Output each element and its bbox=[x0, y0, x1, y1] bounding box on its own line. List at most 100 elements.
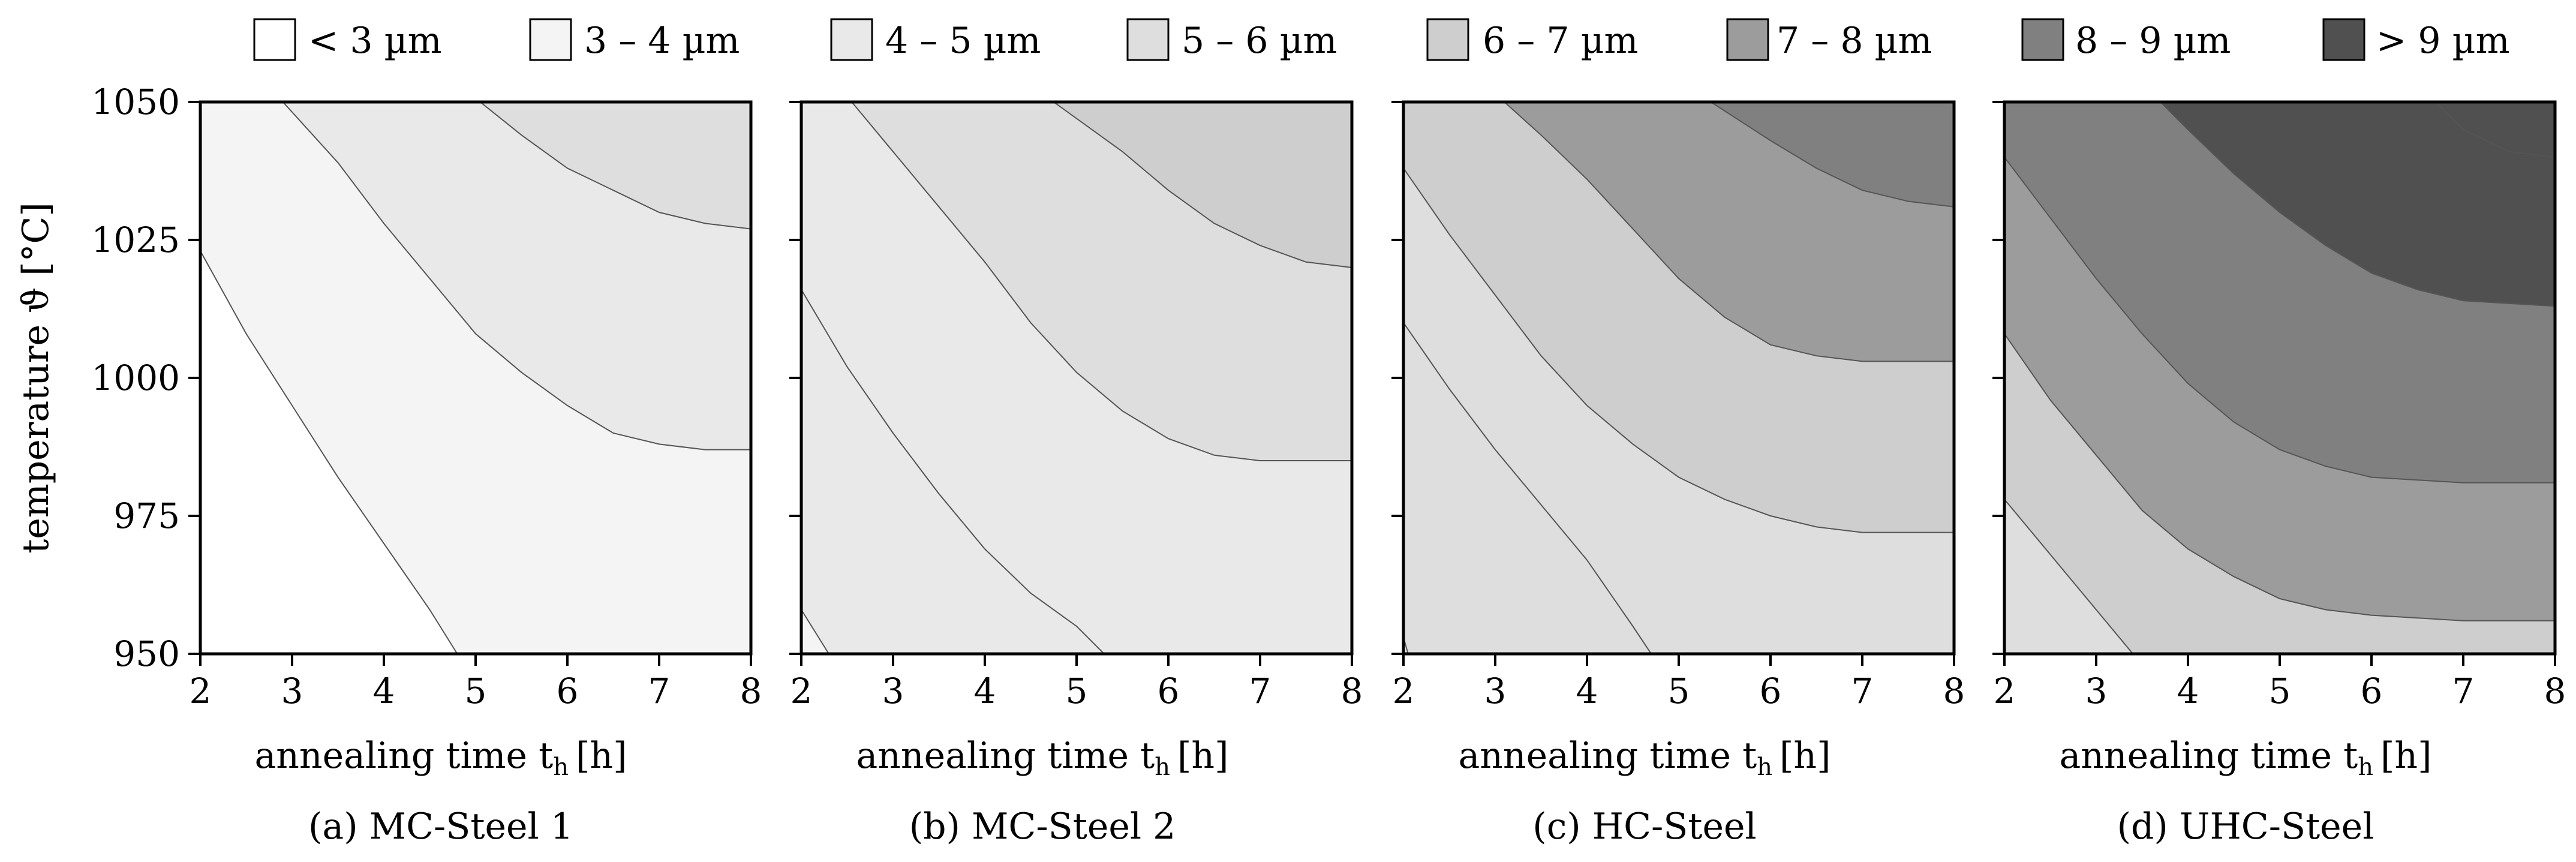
legend-swatch bbox=[529, 18, 572, 61]
legend-label: 3 – 4 µm bbox=[584, 20, 740, 62]
x-axis-label: annealing time th [h] bbox=[2060, 735, 2432, 781]
plot-area: 2 3 4 5 6 7 8 bbox=[789, 100, 1363, 711]
x-tick-label: 6 bbox=[1760, 671, 1782, 711]
legend-entry: 5 – 6 µm bbox=[1126, 18, 1337, 62]
legend-label: 5 – 6 µm bbox=[1182, 20, 1337, 62]
plot-area: 2 3 4 5 6 7 8 bbox=[1992, 100, 2566, 711]
contour-region bbox=[2160, 102, 2555, 307]
panel-caption: (d) UHC-Steel bbox=[2117, 806, 2374, 848]
legend-label: 6 – 7 µm bbox=[1483, 20, 1638, 62]
contour-fills bbox=[801, 102, 1352, 654]
x-tick-label: 4 bbox=[1576, 671, 1598, 711]
legend-entry: 4 – 5 µm bbox=[830, 18, 1041, 62]
panel-c: 2 3 4 5 6 7 8 annealing time th [h] (c) HC-Stee… bbox=[1391, 100, 1965, 848]
contour-lines bbox=[2004, 102, 2555, 654]
legend-entry: 8 – 9 µm bbox=[2021, 18, 2231, 62]
x-tick-label: 8 bbox=[2544, 671, 2566, 711]
x-tick-label: 4 bbox=[2177, 671, 2199, 711]
legend-entry: > 9 µm bbox=[2322, 18, 2509, 62]
x-tick-label: 6 bbox=[1158, 671, 1180, 711]
plot-area: 2 3 4 5 6 7 8 950 975 1000 1025 1050 bbox=[91, 82, 762, 711]
y-tick-label: 1025 bbox=[91, 220, 180, 260]
x-axis-label: annealing time th [h] bbox=[856, 735, 1229, 781]
contour-line bbox=[200, 250, 458, 654]
x-tick-label: 5 bbox=[2269, 671, 2291, 711]
panel-b: 2 3 4 5 6 7 8 annealing time th [h] (b) MC-Stee… bbox=[789, 100, 1363, 848]
panel-caption: (c) HC-Steel bbox=[1532, 806, 1756, 848]
contour-lines bbox=[200, 102, 751, 654]
panel-caption: (a) MC-Steel 1 bbox=[308, 806, 573, 848]
x-tick-label: 7 bbox=[648, 671, 671, 711]
legend-swatch bbox=[1126, 18, 1170, 61]
contour-fills bbox=[2004, 102, 2555, 654]
panel-d: 2 3 4 5 6 7 8 annealing time th [h] (d) UHC-Ste… bbox=[1992, 100, 2566, 848]
contour-line bbox=[479, 102, 751, 230]
contour-line bbox=[2160, 102, 2555, 307]
contour-line bbox=[1403, 167, 1954, 533]
y-tick-label: 1000 bbox=[91, 358, 180, 398]
plot-area: 2 3 4 5 6 7 8 bbox=[1391, 100, 1965, 711]
contour-region bbox=[1711, 102, 1954, 207]
panel-a: 2 3 4 5 6 7 8 950 975 1000 1025 1050 annealing time… bbox=[91, 82, 762, 848]
y-tick-label: 950 bbox=[113, 633, 180, 674]
contour-line bbox=[1711, 102, 1954, 208]
contour-line bbox=[282, 102, 751, 450]
x-tick-label: 2 bbox=[1393, 671, 1415, 711]
y-tick-label: 1050 bbox=[91, 82, 180, 122]
x-tick-label: 7 bbox=[1851, 671, 1874, 711]
x-tick-label: 8 bbox=[1943, 671, 1965, 711]
contour-line bbox=[2004, 498, 2133, 654]
legend-swatch bbox=[1726, 18, 1769, 61]
contour-line bbox=[2435, 102, 2555, 158]
x-tick-label: 2 bbox=[1994, 671, 2016, 711]
contour-line bbox=[2004, 157, 2555, 483]
legend-label: 7 – 8 µm bbox=[1777, 20, 1932, 62]
x-tick-label: 7 bbox=[1249, 671, 1272, 711]
contour-lines bbox=[1403, 102, 1954, 654]
legend-label: < 3 µm bbox=[308, 20, 441, 62]
legend-label: > 9 µm bbox=[2376, 20, 2509, 62]
contour-fills bbox=[1403, 102, 1954, 654]
legend-label: 8 – 9 µm bbox=[2075, 20, 2231, 62]
x-axis-label: annealing time th [h] bbox=[1459, 735, 1831, 781]
contour-fills bbox=[200, 102, 751, 654]
x-tick-label: 6 bbox=[557, 671, 579, 711]
x-tick-label: 3 bbox=[2085, 671, 2108, 711]
y-tick-label: 975 bbox=[113, 495, 180, 536]
x-tick-label: 7 bbox=[2452, 671, 2475, 711]
contour-line bbox=[851, 102, 1352, 461]
x-tick-label: 3 bbox=[281, 671, 303, 711]
panel-caption: (b) MC-Steel 2 bbox=[909, 806, 1176, 848]
x-axis-label: annealing time th [h] bbox=[255, 735, 627, 781]
x-tick-label: 6 bbox=[2361, 671, 2383, 711]
contour-region bbox=[2436, 102, 2555, 157]
legend-entry: 6 – 7 µm bbox=[1426, 18, 1638, 62]
x-tick-label: 2 bbox=[190, 671, 212, 711]
legend-swatch bbox=[253, 18, 296, 61]
y-axis-label: temperature ϑ [°C] bbox=[15, 202, 57, 554]
x-tick-label: 5 bbox=[1668, 671, 1690, 711]
x-tick-label: 5 bbox=[1066, 671, 1088, 711]
legend: < 3 µm 3 – 4 µm 4 – 5 µm 5 – 6 µm 6 – 7 … bbox=[253, 18, 2509, 62]
legend-swatch bbox=[2322, 18, 2365, 61]
x-tick-label: 4 bbox=[974, 671, 996, 711]
legend-entry: < 3 µm bbox=[253, 18, 441, 62]
legend-swatch bbox=[2021, 18, 2064, 61]
legend-swatch bbox=[830, 18, 873, 61]
contour-region bbox=[1053, 102, 1352, 268]
contour-lines bbox=[801, 102, 1352, 654]
contour-line bbox=[1053, 102, 1352, 268]
x-tick-label: 2 bbox=[790, 671, 813, 711]
legend-label: 4 – 5 µm bbox=[885, 20, 1041, 62]
x-tick-label: 8 bbox=[740, 671, 762, 711]
contour-line bbox=[1504, 102, 1954, 362]
x-tick-label: 8 bbox=[1341, 671, 1363, 711]
contour-line bbox=[2004, 333, 2555, 621]
legend-swatch bbox=[1426, 18, 1469, 61]
contour-line bbox=[801, 609, 829, 654]
contour-line bbox=[801, 289, 1105, 654]
x-tick-label: 4 bbox=[373, 671, 395, 711]
x-tick-label: 3 bbox=[882, 671, 904, 711]
x-tick-label: 5 bbox=[465, 671, 487, 711]
